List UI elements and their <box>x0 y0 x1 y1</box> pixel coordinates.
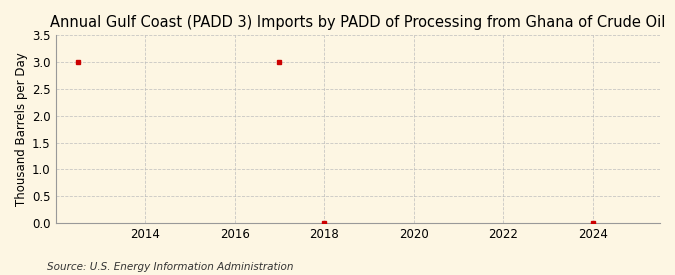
Text: Source: U.S. Energy Information Administration: Source: U.S. Energy Information Administ… <box>47 262 294 272</box>
Title: Annual Gulf Coast (PADD 3) Imports by PADD of Processing from Ghana of Crude Oil: Annual Gulf Coast (PADD 3) Imports by PA… <box>50 15 666 30</box>
Y-axis label: Thousand Barrels per Day: Thousand Barrels per Day <box>15 52 28 206</box>
